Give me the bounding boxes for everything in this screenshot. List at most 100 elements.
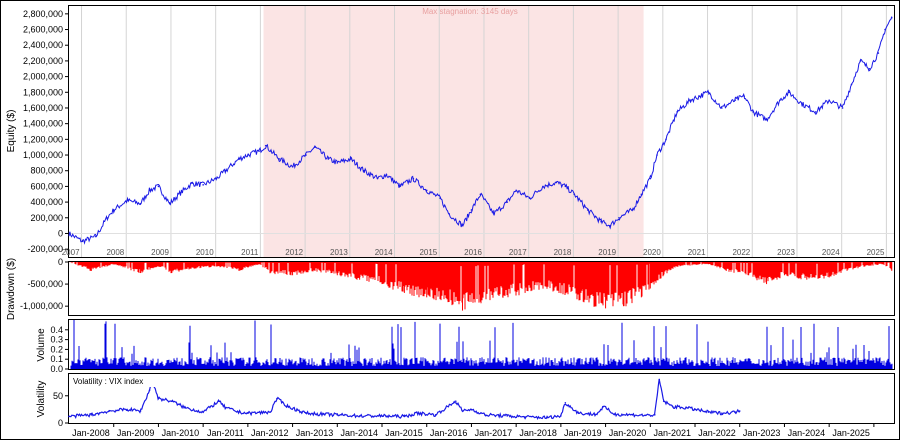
- equity-point: [492, 213, 495, 215]
- vix-point: [506, 415, 509, 417]
- grid-lines: 2007 2008 2009 2010 2011 2012 2013 2014 2015 2016…: [62, 6, 894, 257]
- vix-point: [148, 389, 151, 392]
- equity-point: [828, 99, 830, 101]
- vix-point: [546, 416, 549, 419]
- vix-point: [202, 411, 204, 413]
- equity-point: [868, 67, 871, 70]
- vix-point: [276, 397, 278, 400]
- equity-point: [765, 118, 768, 121]
- equity-point: [139, 202, 142, 205]
- vix-point: [734, 411, 737, 413]
- equity-point: [859, 60, 862, 62]
- equity-point: [506, 201, 509, 203]
- equity-point: [247, 154, 249, 156]
- equity-point: [649, 177, 652, 180]
- vix-point: [470, 408, 473, 411]
- year-label: 2024: [822, 248, 840, 257]
- vix-point: [381, 415, 383, 417]
- equity-point: [439, 197, 441, 199]
- ytick-label: 50: [53, 391, 63, 401]
- ytick-label: -1,000,000: [20, 301, 63, 311]
- xtick-label: Jan-2025: [832, 428, 870, 438]
- equity-point: [573, 193, 576, 196]
- year-label: 2014: [375, 248, 393, 257]
- volume-bars: [70, 320, 893, 369]
- equity-point: [890, 16, 893, 19]
- equity-point: [81, 240, 84, 243]
- vix-point: [184, 406, 187, 409]
- equity-point: [305, 154, 307, 156]
- vix-point: [90, 414, 93, 416]
- ytick-label: -200,000: [27, 244, 63, 254]
- ytick-label: 2,600,000: [23, 25, 63, 35]
- drawdown-series: [69, 262, 893, 311]
- equity-point: [788, 91, 790, 94]
- xtick-label: Jan-2020: [609, 428, 647, 438]
- equity-point: [698, 95, 701, 98]
- year-label: 2008: [106, 248, 124, 257]
- volatility-legend: Volatility : VIX index: [73, 377, 143, 386]
- xtick-label: Jan-2009: [117, 428, 155, 438]
- year-label: 2023: [777, 248, 795, 257]
- equity-ylabel: Equity ($): [6, 110, 17, 153]
- year-label: 2022: [732, 248, 750, 257]
- volatility-series: [68, 378, 741, 420]
- vix-point: [416, 412, 419, 415]
- drawdown-bars: [69, 262, 892, 310]
- equity-point: [676, 111, 678, 113]
- year-label: 2019: [598, 248, 616, 257]
- vix-point: [68, 415, 70, 418]
- equity-point: [336, 162, 339, 164]
- ytick-label: 0: [58, 228, 63, 238]
- vix-point: [126, 408, 128, 411]
- vix-point: [645, 414, 647, 417]
- ytick-label: 2,200,000: [23, 56, 63, 66]
- equity-point: [734, 99, 737, 101]
- equity-point: [179, 191, 182, 194]
- vix-point: [524, 416, 526, 418]
- equity-point: [884, 28, 886, 31]
- equity-point: [278, 158, 280, 160]
- ytick-label: 0.3: [50, 335, 63, 345]
- year-label: 2013: [330, 248, 348, 257]
- year-label: 2011: [241, 248, 259, 257]
- vix-point: [602, 405, 605, 408]
- vix-point: [108, 410, 111, 412]
- vix-point: [577, 412, 580, 415]
- equity-point: [202, 184, 204, 186]
- vix-point: [305, 412, 307, 415]
- xtick-label: Jan-2010: [162, 428, 200, 438]
- vix-point: [336, 414, 339, 416]
- equity-point: [850, 83, 853, 86]
- xtick-label: Jan-2013: [296, 428, 334, 438]
- xtick-label: Jan-2019: [564, 428, 602, 438]
- equity-line: [68, 16, 893, 245]
- vix-point: [323, 413, 325, 416]
- equity-point: [168, 202, 171, 205]
- equity-point: [479, 193, 482, 196]
- equity-point: [618, 216, 620, 219]
- vix-point: [454, 400, 457, 403]
- year-label: 2016: [464, 248, 482, 257]
- vix-point: [484, 414, 486, 416]
- ytick-label: 400,000: [30, 197, 63, 207]
- equity-point: [555, 181, 558, 184]
- ytick-label: 0: [58, 257, 63, 267]
- vix-line: [68, 378, 740, 420]
- equity-point: [877, 52, 880, 54]
- vix-point: [434, 414, 437, 416]
- equity-point: [528, 197, 531, 199]
- equity-point: [801, 103, 804, 105]
- ytick-label: 0.2: [50, 344, 63, 354]
- volume-ylabel: Volume: [36, 328, 47, 362]
- volatility-legend-box: [71, 376, 169, 387]
- vix-point: [247, 412, 249, 415]
- year-label: 2025: [867, 248, 885, 257]
- equity-point: [609, 224, 611, 227]
- equity-point: [95, 235, 97, 238]
- stagnation-rect: [263, 6, 644, 257]
- xtick-label: Jan-2016: [430, 428, 468, 438]
- volatility-panel: [68, 373, 895, 424]
- ytick-label: 0: [58, 418, 63, 428]
